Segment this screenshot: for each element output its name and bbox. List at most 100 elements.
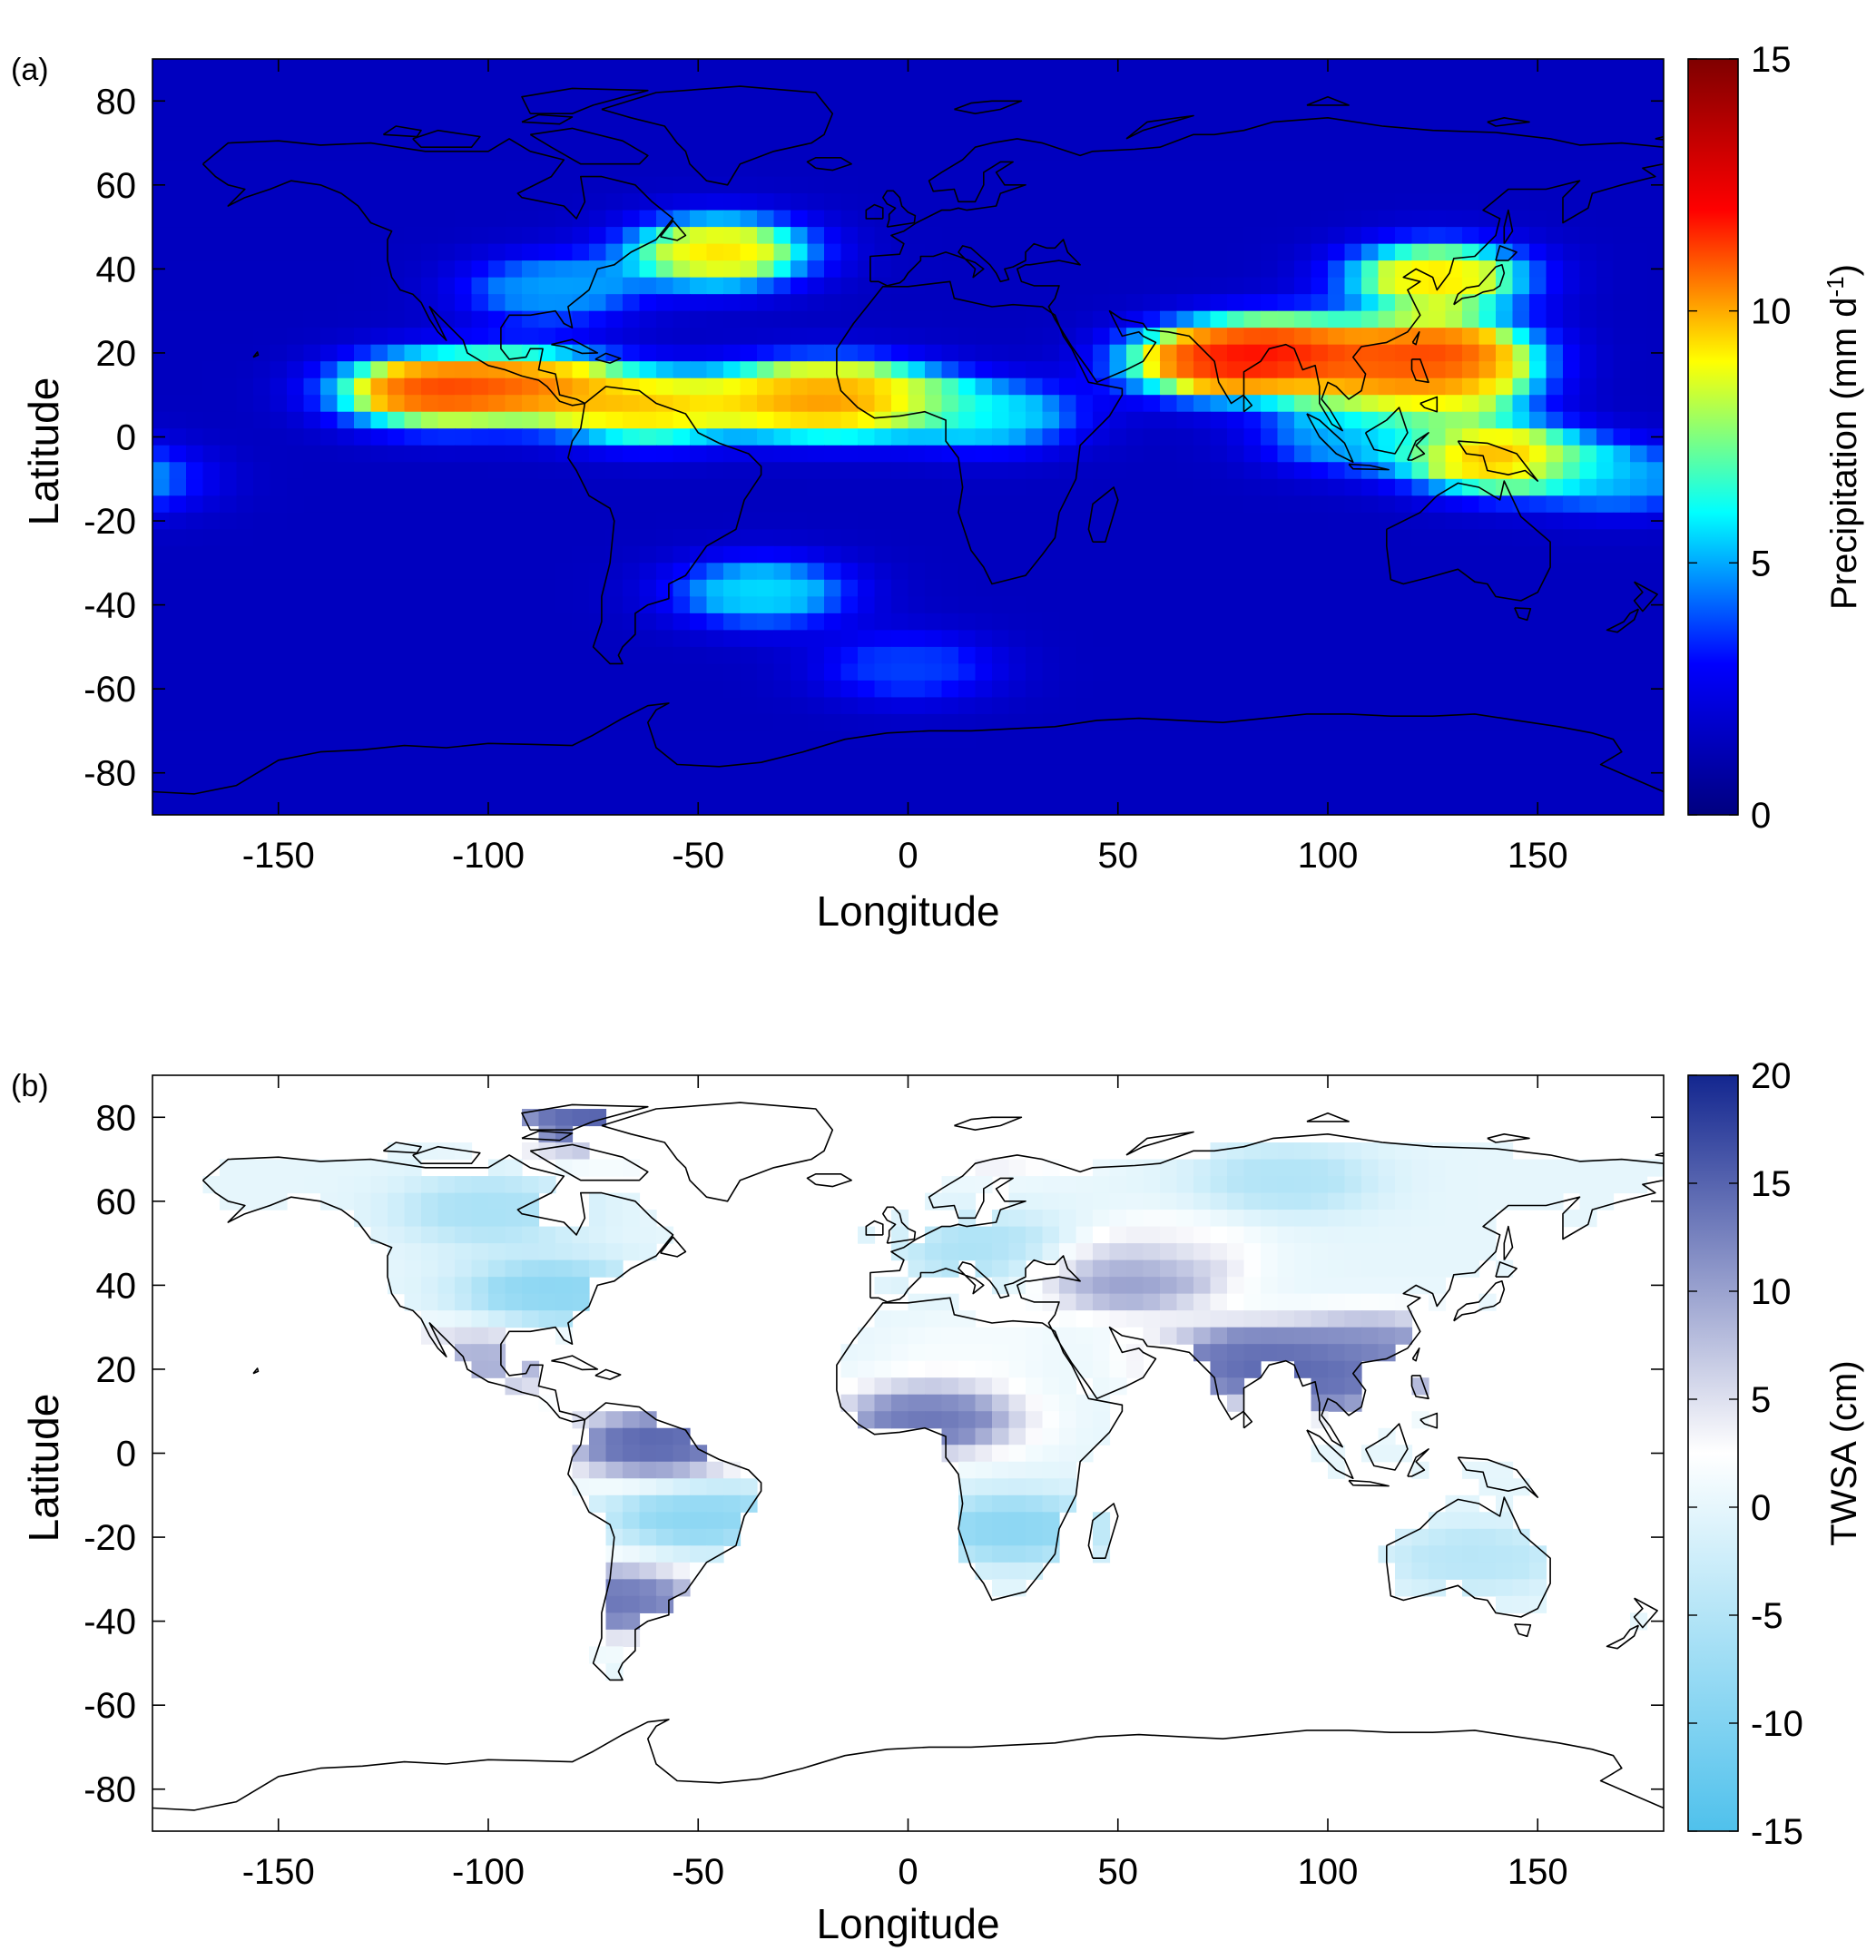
colorbar-gradient [1687, 1074, 1739, 1832]
coastline-segment [521, 1103, 649, 1131]
heatmap-field [152, 1075, 1664, 1831]
coastline-segment [1487, 1133, 1530, 1143]
coastlines [152, 85, 1664, 795]
y-axis-label: Latitude [20, 377, 67, 526]
y-tick-label: 0 [116, 1435, 136, 1475]
x-tick-label: -150 [242, 1852, 315, 1892]
coastline-segment [1655, 1152, 1664, 1157]
coastline-segment [1495, 245, 1517, 261]
x-tick-label: 150 [1508, 1852, 1568, 1892]
coastline-segment [869, 117, 1664, 432]
y-tick-label: 60 [96, 1182, 137, 1222]
x-tick-label: 100 [1298, 1852, 1359, 1892]
x-tick-label: -50 [672, 1852, 724, 1892]
coastline-segment [521, 87, 649, 114]
coastline-segment [152, 702, 1664, 795]
heatmap-field [152, 59, 1664, 815]
coastline-segment [529, 127, 649, 165]
colorbar: 0 5 10 15 Precipitation (mm d-1) [1687, 40, 1864, 836]
panel-a: -150 -100 -50 0 50 100 150806040200-20-40-60-8… [11, 40, 1864, 935]
y-tick-label: 80 [96, 82, 137, 122]
coastline-segment [869, 1133, 1664, 1448]
coastline-segment [1306, 1112, 1350, 1122]
coastline-segment [806, 1173, 852, 1188]
coastline-segment [567, 386, 762, 665]
y-tick-label: 60 [96, 166, 137, 206]
y-tick-label: 40 [96, 250, 137, 289]
coastline-segment [529, 1143, 649, 1181]
colorbar-tick-label: 15 [1751, 40, 1792, 80]
colorbar-tick-label: -5 [1751, 1596, 1783, 1636]
coastline-segment [806, 157, 852, 172]
y-tick-label: 20 [96, 334, 137, 374]
coastlines [152, 1102, 1664, 1811]
coastline-segment [382, 125, 422, 138]
y-tick-label: -40 [83, 586, 136, 626]
colorbar-gradient [1687, 58, 1739, 816]
x-tick-label: -100 [452, 1852, 525, 1892]
y-tick-label: 80 [96, 1098, 137, 1138]
coastline-segment [1410, 358, 1429, 384]
coastline-segment [1306, 95, 1350, 106]
coastline-segment [252, 1367, 260, 1375]
panel-b: -150 -100 -50 0 50 100 150806040200-20-40-60-8… [11, 1056, 1864, 1947]
coastline-segment [1495, 1261, 1517, 1278]
coastline-segment [1125, 114, 1194, 140]
coastline-segment [1348, 463, 1390, 471]
y-tick-label: -20 [83, 1518, 136, 1558]
coastline-segment [412, 129, 481, 148]
colorbar-label: TWSA (cm) [1824, 1360, 1864, 1545]
coastline-segment [1306, 413, 1354, 464]
coastline-segment [1514, 1623, 1532, 1638]
x-axis-label: Longitude [816, 887, 999, 935]
colorbar-tick-label: -10 [1751, 1704, 1803, 1744]
panel-letter: (b) [11, 1069, 49, 1103]
colorbar-tick-label: 5 [1751, 544, 1771, 583]
coastline-segment [1419, 1412, 1439, 1429]
x-tick-label: 50 [1098, 1852, 1139, 1892]
coastline-segment [1503, 209, 1514, 245]
coastline-segment [1606, 608, 1640, 633]
coastline-segment [1487, 117, 1530, 127]
colorbar-label: Precipitation (mm d-1) [1822, 264, 1864, 610]
x-tick-label: 150 [1508, 836, 1568, 876]
colorbar: -15 -10 -5 0 5 10 15 20 TWSA (cm) [1687, 1056, 1864, 1852]
coastline-segment [1410, 1375, 1429, 1400]
coastline-segment [551, 338, 599, 355]
panel-letter: (a) [11, 53, 49, 87]
y-tick-label: -80 [83, 754, 136, 794]
coastline-segment [521, 113, 574, 125]
coastline-segment [954, 1116, 1023, 1131]
coastline-segment [1655, 135, 1664, 141]
coastline-segment [1364, 1423, 1409, 1471]
y-tick-label: -80 [83, 1770, 136, 1810]
coastline-segment [1457, 1456, 1539, 1498]
colorbar-tick-label: 10 [1751, 292, 1792, 332]
coastline-segment [1453, 1280, 1506, 1322]
coastline-segment [594, 1368, 622, 1380]
coastline-segment [601, 85, 834, 186]
coastline-segment [594, 352, 622, 364]
colorbar-tick-label: 0 [1751, 796, 1771, 836]
coastline-segment [201, 1154, 674, 1423]
coastline-segment [1411, 331, 1420, 346]
coastline-segment [1407, 432, 1429, 461]
coastline-segment [382, 1142, 422, 1154]
coastline-segment [1419, 396, 1439, 413]
colorbar-tick-label: 20 [1751, 1056, 1792, 1096]
coastline-segment [1503, 1225, 1514, 1261]
coastline-segment [1411, 1348, 1420, 1362]
y-tick-label: -60 [83, 670, 136, 710]
coastline-segment [1407, 1448, 1429, 1477]
colorbar-tick-label: 5 [1751, 1380, 1771, 1420]
y-tick-label: 0 [116, 418, 136, 458]
coastline-segment [882, 190, 917, 228]
y-axis-label: Latitude [20, 1394, 67, 1543]
colorbar-tick-label: 0 [1751, 1488, 1771, 1528]
coastline-segment [1242, 395, 1253, 413]
coastline-segment [1306, 1429, 1354, 1480]
x-tick-label: 0 [898, 1852, 918, 1892]
coastline-segment [836, 280, 1124, 585]
coastline-segment [1242, 1411, 1253, 1429]
